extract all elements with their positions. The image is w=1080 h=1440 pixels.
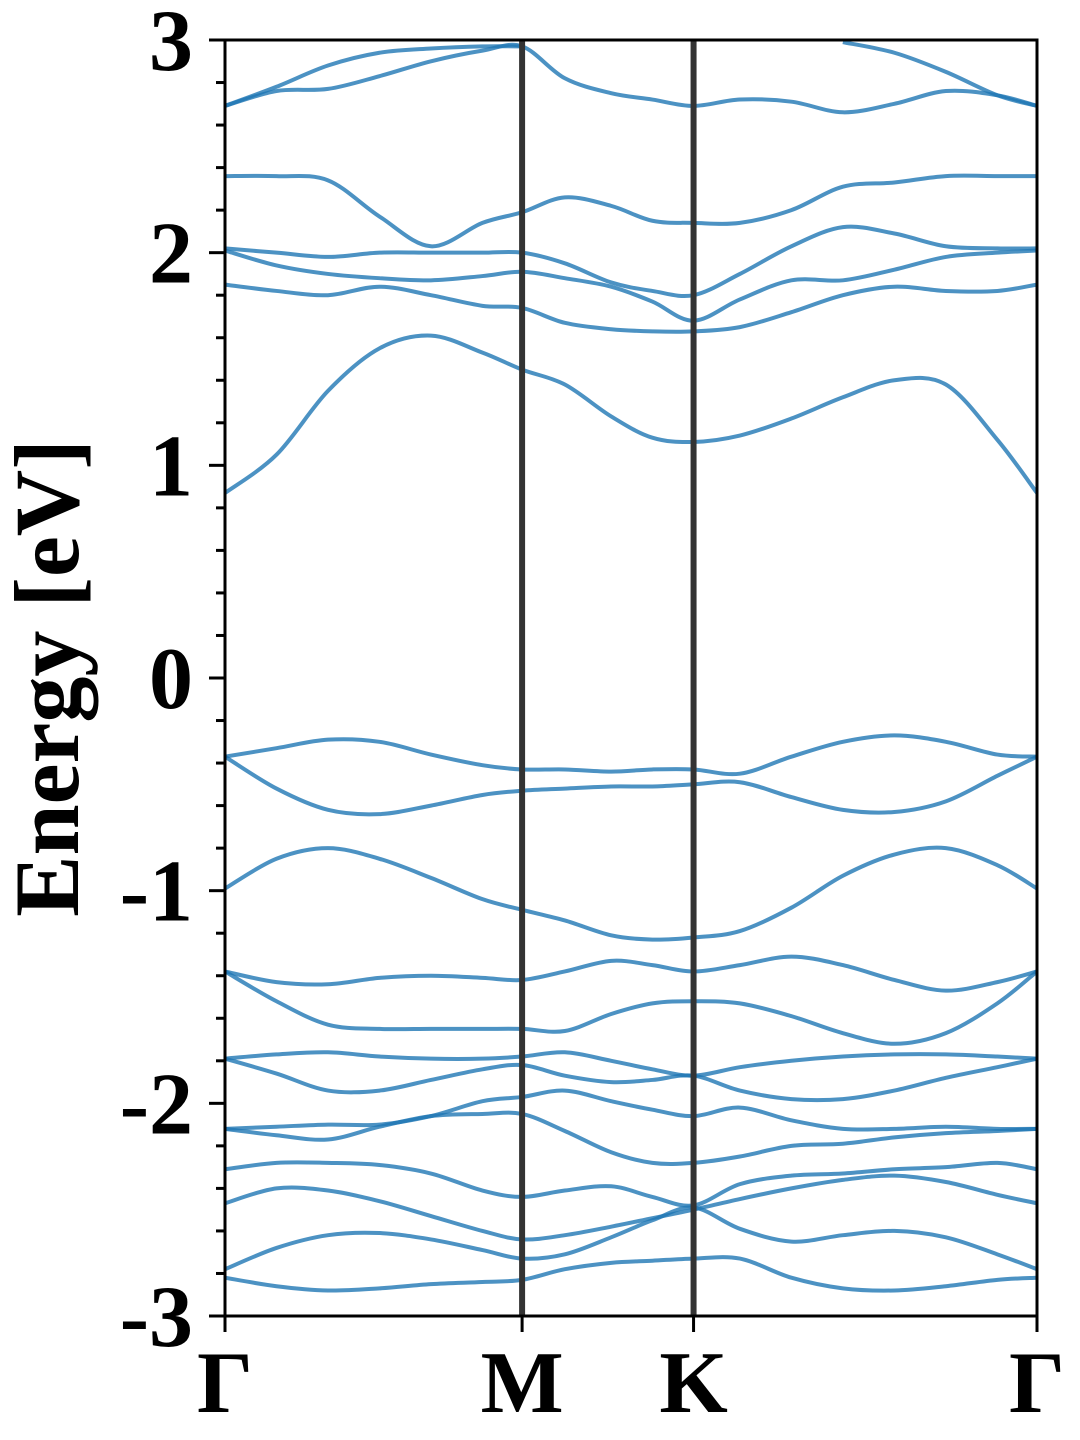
band-line (225, 1050, 1037, 1078)
y-tick-label: -3 (120, 1269, 193, 1366)
band-line (225, 954, 1037, 993)
band-line (225, 1110, 1037, 1166)
y-tick-label: 3 (149, 0, 193, 90)
band-line (225, 42, 1037, 115)
band-line (225, 224, 1037, 299)
band-line (225, 845, 1037, 942)
x-tick-label: Γ (197, 1335, 253, 1432)
y-tick-label: 2 (149, 206, 193, 303)
y-tick-label: -1 (120, 844, 193, 941)
y-axis-label: Energy [eV] (0, 439, 98, 917)
band-line (225, 1173, 1037, 1242)
band-line (225, 333, 1037, 495)
band-line (225, 1088, 1037, 1132)
y-tick-label: 1 (149, 418, 193, 515)
plot-frame (223, 38, 1039, 1318)
band-line (225, 1205, 1037, 1272)
band-line (225, 733, 1037, 777)
x-tick-label: K (659, 1335, 727, 1432)
x-tick-label: Γ (1009, 1335, 1065, 1432)
band-line (225, 1056, 1037, 1103)
y-tick-label: 0 (149, 631, 193, 728)
band-line (225, 173, 1037, 249)
band-line (225, 40, 1037, 108)
band-line (225, 282, 1037, 334)
band-line (225, 754, 1037, 817)
band-line (225, 1160, 1037, 1208)
band-line (225, 969, 1037, 1046)
y-tick-label: -2 (120, 1056, 193, 1153)
x-tick-label: M (481, 1335, 564, 1432)
bands (225, 40, 1037, 1293)
band-line (225, 1255, 1037, 1293)
band-line (225, 248, 1037, 323)
